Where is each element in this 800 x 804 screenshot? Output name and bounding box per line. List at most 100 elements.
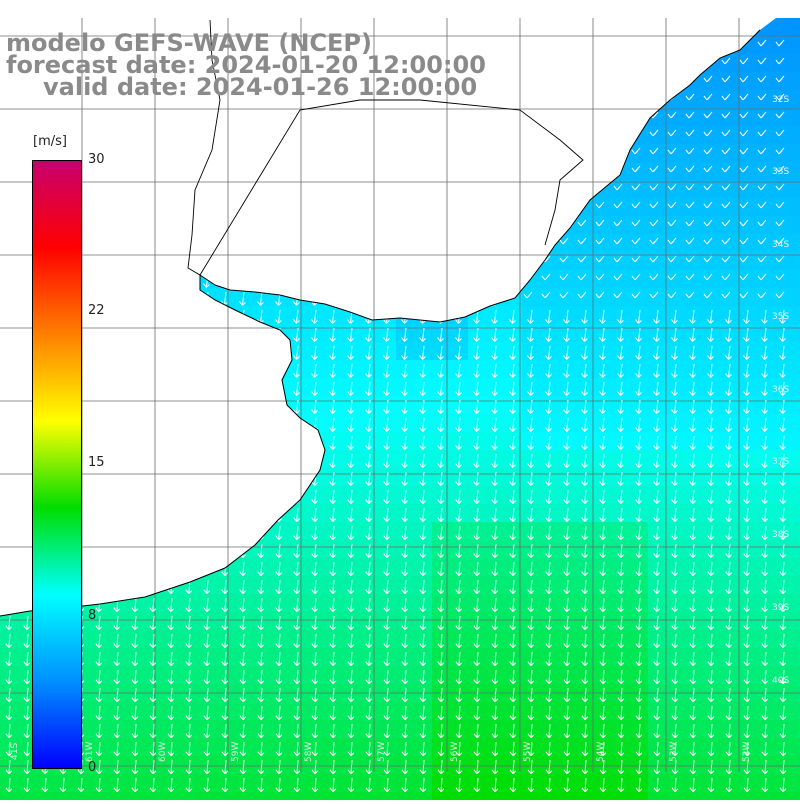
wind-cell	[558, 486, 576, 504]
wind-arrow	[545, 381, 552, 396]
wind-arrow	[419, 561, 427, 576]
wind-cell	[522, 720, 540, 738]
wind-arrow	[599, 777, 607, 793]
wind-arrow	[725, 435, 732, 450]
wind-arrow	[455, 525, 463, 540]
wind-cell	[270, 540, 288, 558]
wind-cell	[684, 792, 702, 804]
wind-arrow	[383, 777, 391, 793]
wind-arrow	[599, 525, 607, 540]
wind-arrow	[685, 111, 695, 119]
wind-cell	[288, 666, 306, 684]
wind-arrow	[365, 435, 372, 450]
wind-arrow	[617, 777, 625, 793]
wind-arrow	[635, 363, 642, 378]
wind-arrow	[545, 507, 553, 522]
wind-cell	[360, 558, 378, 576]
wind-arrow	[365, 777, 373, 793]
wind-arrow	[779, 741, 787, 757]
wind-arrow	[437, 471, 444, 486]
wind-cell	[612, 576, 630, 594]
wind-cell	[144, 756, 162, 774]
wind-cell	[792, 72, 800, 90]
wind-arrow	[635, 471, 642, 486]
wind-arrow	[689, 399, 696, 414]
wind-arrow	[473, 309, 480, 324]
wind-arrow	[779, 309, 786, 324]
wind-arrow	[563, 597, 571, 613]
wind-arrow	[743, 705, 751, 721]
wind-cell	[738, 558, 756, 576]
wind-arrow	[635, 615, 643, 631]
wind-cell	[702, 738, 720, 756]
wind-arrow	[491, 615, 499, 631]
wind-arrow	[221, 651, 229, 667]
wind-arrow	[419, 345, 426, 360]
wind-arrow	[437, 561, 445, 576]
wind-cell	[702, 198, 720, 216]
wind-arrow	[725, 723, 733, 739]
wind-arrow	[347, 363, 354, 378]
wind-cell	[324, 756, 342, 774]
wind-cell	[702, 756, 720, 774]
wind-arrow	[707, 489, 715, 504]
wind-arrow	[383, 633, 391, 649]
wind-arrow	[473, 489, 481, 504]
wind-arrow	[275, 723, 283, 739]
wind-arrow	[779, 507, 787, 522]
wind-arrow	[491, 705, 499, 721]
wind-cell	[108, 792, 126, 804]
wind-arrow	[383, 723, 391, 739]
wind-arrow	[383, 435, 390, 450]
wind-arrow	[473, 327, 480, 342]
wind-cell	[90, 648, 108, 666]
wind-arrow	[689, 615, 697, 631]
wind-arrow	[239, 291, 246, 306]
wind-arrow	[775, 93, 785, 101]
wind-arrow	[689, 777, 697, 793]
wind-arrow	[95, 615, 103, 631]
wind-arrow	[581, 561, 589, 576]
wind-cell	[558, 648, 576, 666]
wind-arrow	[149, 615, 157, 631]
wind-arrow	[311, 543, 319, 558]
wind-cell	[432, 576, 450, 594]
wind-arrow	[437, 525, 445, 540]
wind-cell	[378, 738, 396, 756]
lat-label-34s: 34S	[772, 240, 790, 250]
wind-arrow	[365, 381, 372, 396]
wind-cell	[774, 234, 792, 252]
wind-arrow	[365, 669, 373, 685]
wind-arrow	[311, 669, 319, 685]
wind-cell	[738, 648, 756, 666]
wind-cell	[378, 720, 396, 738]
wind-arrow	[761, 381, 768, 396]
wind-arrow	[527, 489, 535, 504]
wind-arrow	[527, 723, 535, 739]
wind-cell	[432, 558, 450, 576]
wind-cell	[306, 774, 324, 792]
wind-arrow	[473, 633, 481, 649]
wind-arrow	[743, 399, 750, 414]
wind-arrow	[383, 489, 391, 504]
wind-arrow	[311, 687, 319, 703]
wind-cell	[594, 720, 612, 738]
wind-cell	[792, 576, 800, 594]
wind-arrow	[545, 453, 552, 468]
wind-cell	[342, 504, 360, 522]
wind-arrow	[563, 435, 570, 450]
wind-arrow	[599, 705, 607, 721]
wind-arrow	[419, 777, 427, 793]
wind-cell	[792, 270, 800, 288]
wind-arrow	[527, 561, 535, 576]
wind-cell	[360, 486, 378, 504]
wind-arrow	[401, 327, 408, 342]
wind-arrow	[689, 525, 697, 540]
wind-arrow	[437, 705, 445, 721]
wind-cell	[504, 576, 522, 594]
wind-arrow	[563, 651, 571, 667]
wind-arrow	[563, 723, 571, 739]
wind-cell	[414, 738, 432, 756]
wind-arrow	[635, 561, 643, 576]
wind-arrow	[329, 435, 336, 450]
